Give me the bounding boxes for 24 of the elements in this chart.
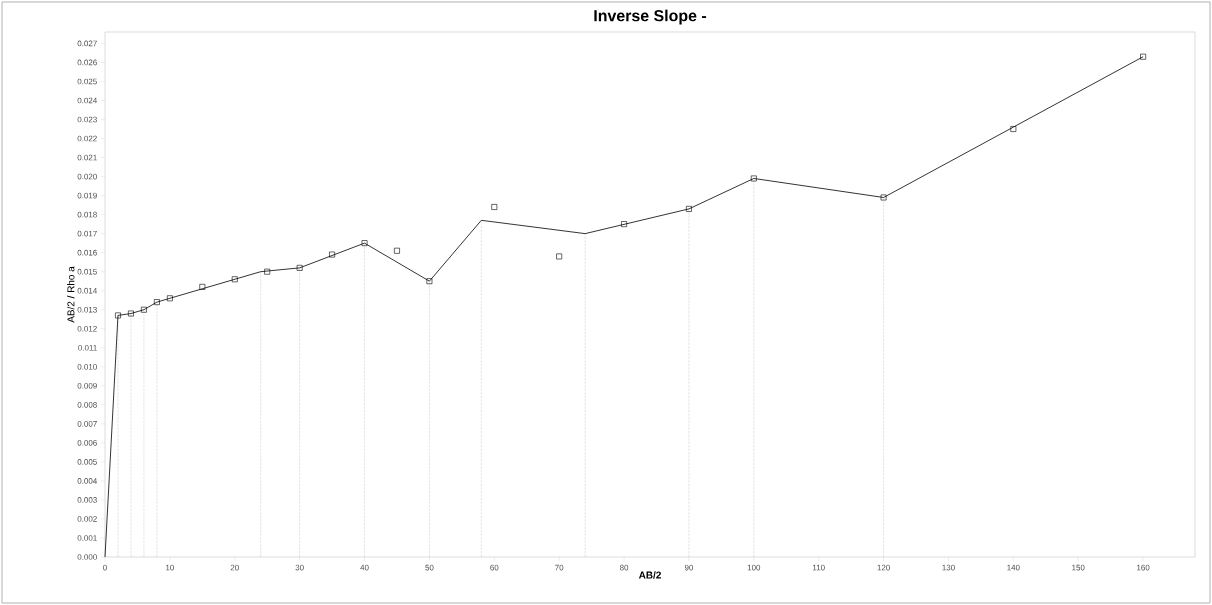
point (296, 264, 303, 271)
point (394, 247, 400, 254)
point (128, 310, 134, 317)
point (880, 194, 887, 201)
point (231, 276, 238, 283)
point (166, 295, 173, 302)
point (361, 240, 368, 247)
point (556, 253, 563, 260)
point (686, 206, 692, 212)
point (1010, 126, 1017, 132)
point (621, 221, 627, 228)
point (491, 204, 498, 210)
y-axis-title: AB/2 / Rho a (67, 266, 75, 323)
point (199, 283, 206, 290)
point (329, 251, 335, 258)
x-axis-title: AB/2 (638, 571, 661, 579)
point (115, 312, 121, 319)
point (264, 268, 271, 275)
point (154, 299, 160, 306)
point (141, 306, 147, 313)
point (750, 175, 757, 182)
point (1140, 53, 1147, 60)
chart-title: Inverse Slope - (594, 9, 707, 25)
point (426, 278, 433, 285)
